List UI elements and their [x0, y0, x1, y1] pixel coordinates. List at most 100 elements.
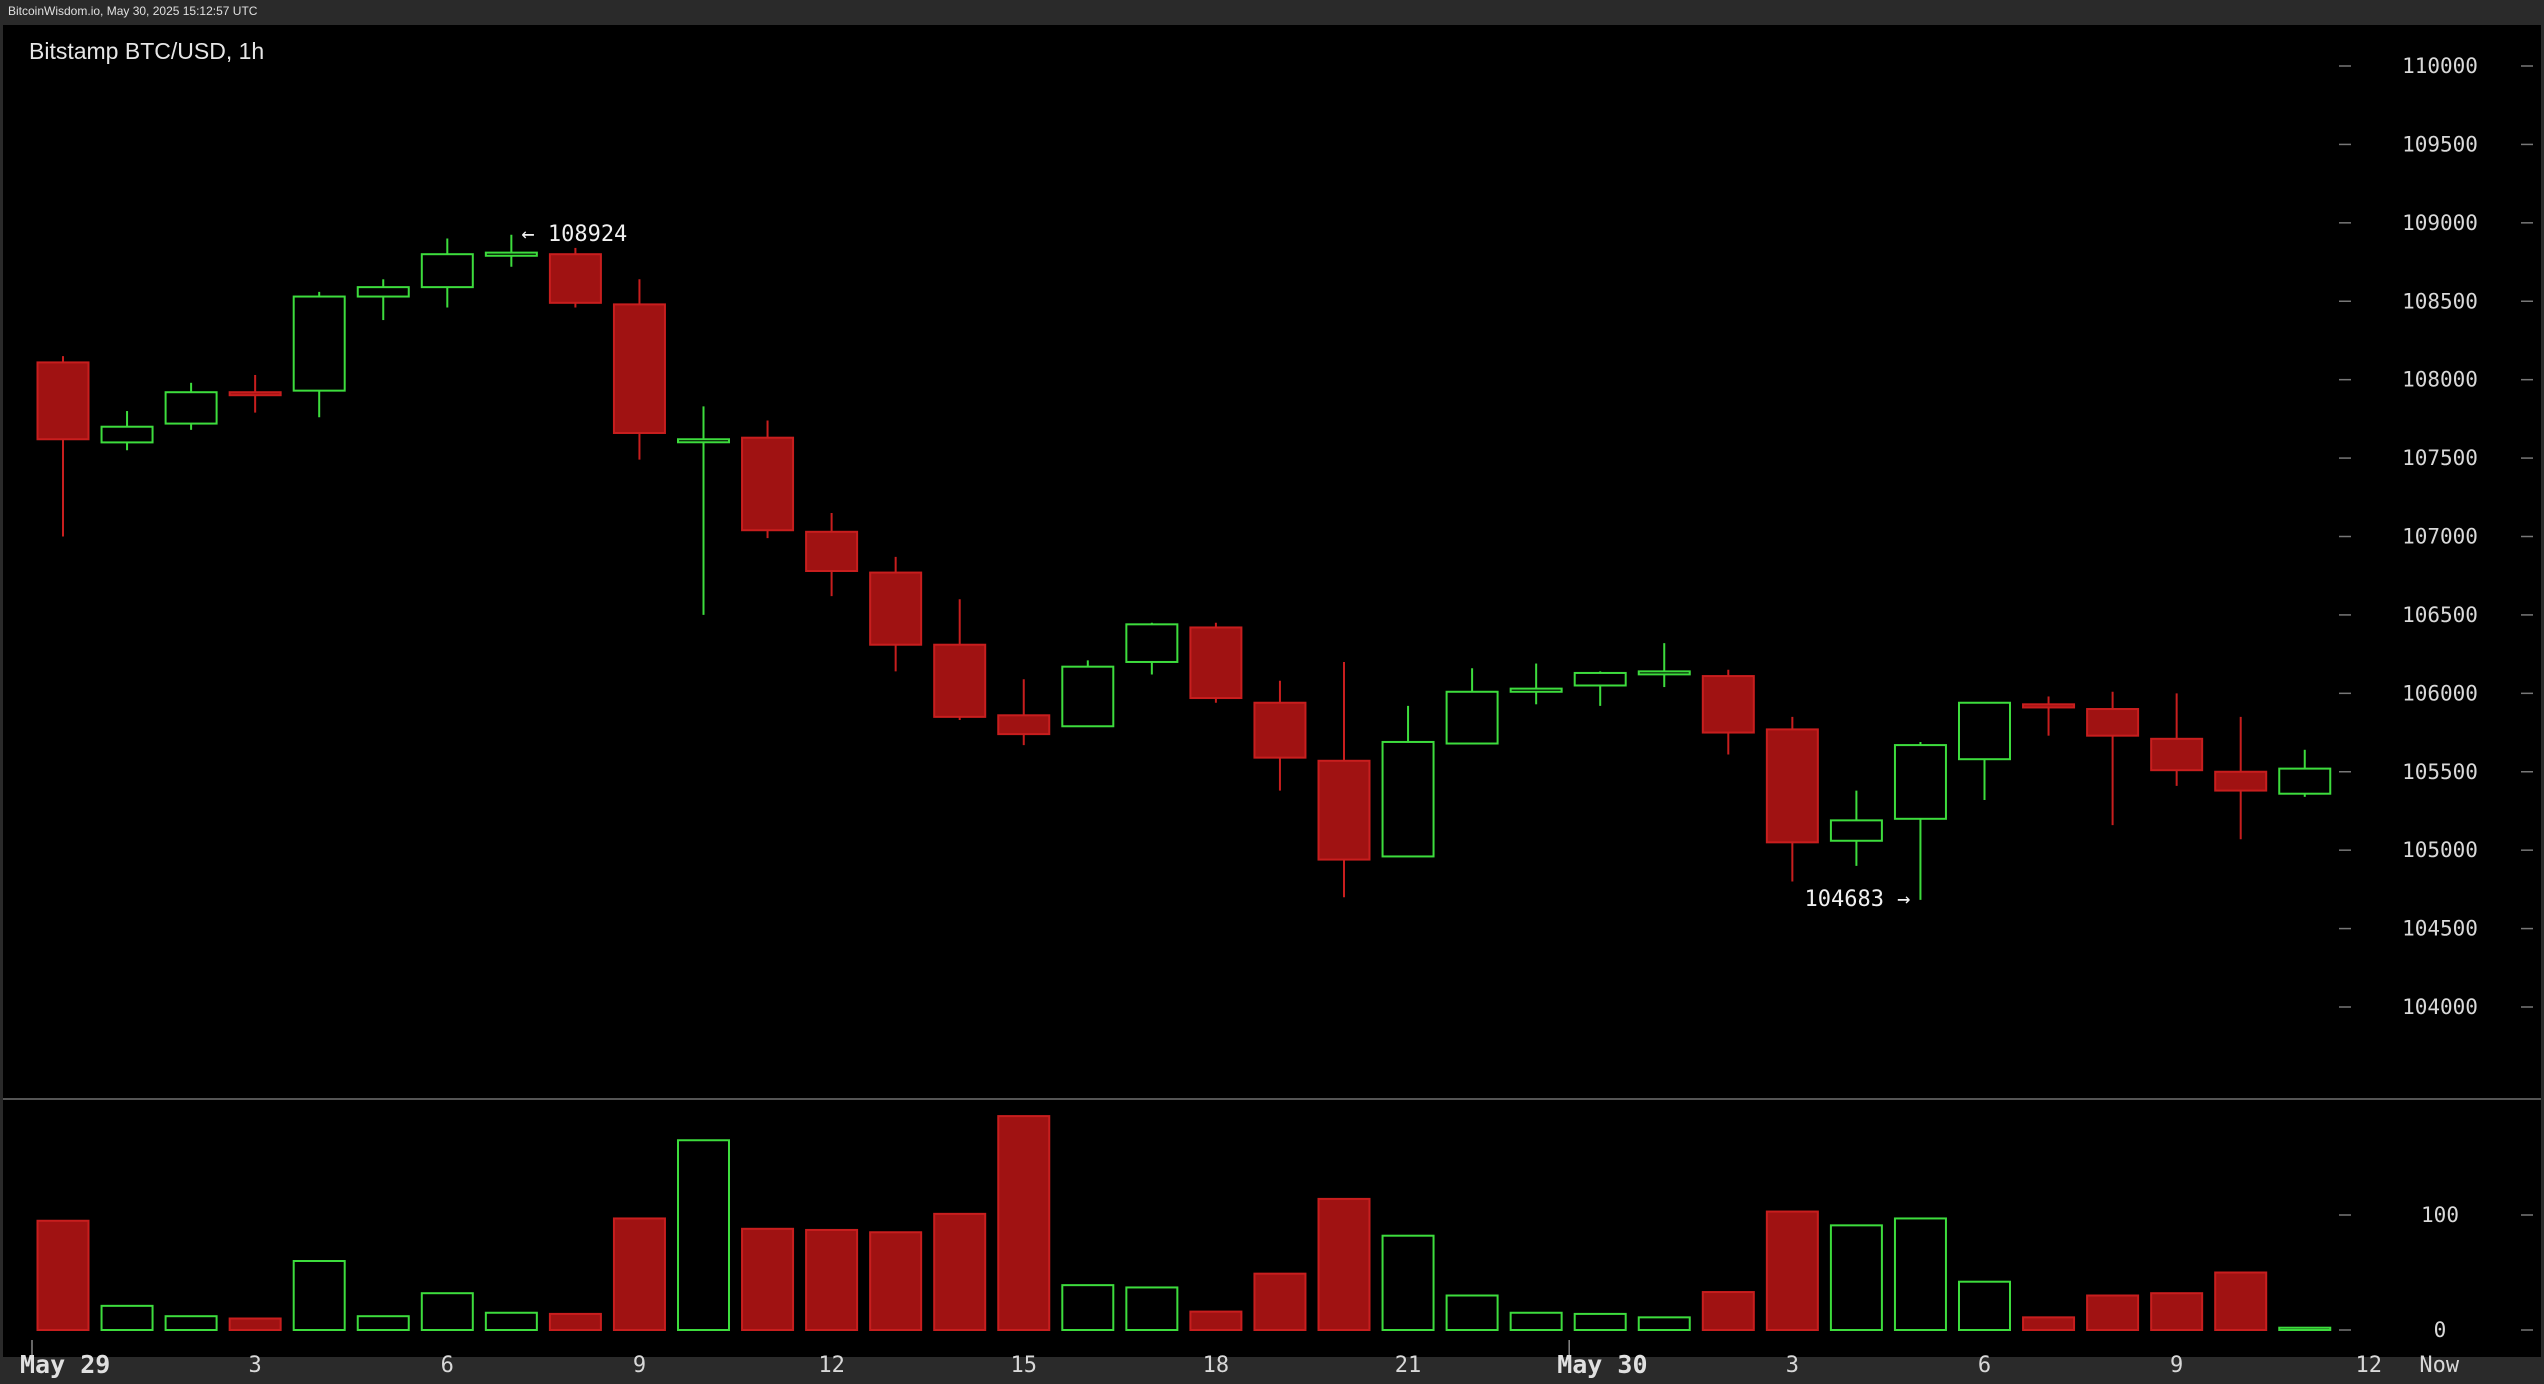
volume-bar: [100, 1304, 154, 1331]
x-tick-label: 6: [1978, 1353, 1991, 1378]
volume-bar: [1445, 1294, 1499, 1331]
volume-bar: [1573, 1312, 1627, 1332]
chart-title: Bitstamp BTC/USD, 1h: [29, 38, 264, 64]
x-tick-label-now: Now: [2419, 1353, 2459, 1378]
x-tick-label: 3: [249, 1353, 262, 1378]
volume-bar: [2214, 1271, 2268, 1331]
candle-body: [484, 251, 538, 257]
y-tick-label: 109000: [2402, 211, 2478, 235]
candle-body: [548, 253, 602, 304]
annotations: ← 108924 104683 →: [521, 222, 1910, 912]
volume-bar: [1765, 1210, 1819, 1332]
candle-body: [1381, 740, 1435, 858]
volume-bar: [2086, 1294, 2140, 1331]
volume-bar: [1189, 1310, 1243, 1331]
x-tick-label: 12: [2356, 1353, 2383, 1378]
y-tick-label: 104500: [2402, 917, 2478, 941]
volume-bar: [2022, 1316, 2076, 1331]
y-tick-label: 107000: [2402, 525, 2478, 549]
candle-body: [805, 530, 859, 573]
x-tick-label: 21: [1395, 1353, 1422, 1378]
volume-bar: [484, 1311, 538, 1331]
volume-bar: [1637, 1316, 1691, 1331]
volume-bar: [2278, 1326, 2332, 1331]
high-price-annotation: ← 108924: [521, 222, 627, 247]
y-tick-label: 107500: [2402, 446, 2478, 470]
candle-body: [997, 714, 1051, 736]
volume-bar: [420, 1292, 474, 1331]
volume-bar: [741, 1227, 795, 1332]
volume-bar: [1829, 1224, 1883, 1331]
candle-body: [2214, 770, 2268, 792]
candle-body: [420, 253, 474, 289]
x-tick-label-date: May 30: [1557, 1350, 1647, 1379]
candle-body: [1958, 701, 2011, 761]
volume-tick-label: 100: [2421, 1203, 2459, 1227]
candle-body: [1125, 623, 1179, 663]
x-tick-label: 9: [2170, 1353, 2183, 1378]
x-axis-labels: May 29 3 6 9 12 15 18 21 May 30 3 6 9 12 Now: [20, 1340, 2460, 1379]
candle-body: [1893, 744, 1947, 820]
y-tick-label: 104000: [2402, 995, 2478, 1019]
candle-body: [164, 391, 218, 425]
x-tick-label: 18: [1203, 1353, 1230, 1378]
x-tick-label: 9: [633, 1353, 646, 1378]
candle-body: [1253, 701, 1307, 759]
candle-body: [869, 571, 923, 646]
volume-bar: [1701, 1291, 1755, 1332]
volume-tick-label: 0: [2434, 1318, 2447, 1342]
candle-body: [36, 361, 90, 441]
x-tick-label-date: May 29: [20, 1350, 110, 1379]
price-panel-bg: [3, 25, 2541, 1357]
candle-body: [1445, 690, 1499, 745]
candle-body: [2086, 708, 2140, 737]
timestamp-caption: BitcoinWisdom.io, May 30, 2025 15:12:57 …: [8, 4, 258, 18]
candle-body: [1637, 670, 1691, 676]
x-tick-label: 15: [1011, 1353, 1038, 1378]
volume-bar: [164, 1315, 218, 1331]
candle-body: [2022, 703, 2076, 709]
candle-body: [1189, 626, 1243, 700]
volume-bar: [2150, 1292, 2204, 1331]
volume-bar: [548, 1312, 602, 1332]
x-tick-label: 12: [818, 1353, 845, 1378]
volume-bar: [1509, 1311, 1563, 1331]
volume-bar: [1253, 1272, 1307, 1332]
y-tick-label: 105000: [2402, 838, 2478, 862]
candle-body: [612, 303, 666, 434]
volume-bar: [997, 1115, 1051, 1331]
y-tick-label: 106500: [2402, 603, 2478, 627]
volume-bar: [228, 1317, 282, 1331]
volume-bar: [869, 1231, 923, 1331]
y-tick-label: 108500: [2402, 289, 2478, 313]
x-tick-label: 6: [441, 1353, 454, 1378]
volume-bar: [356, 1315, 410, 1331]
volume-bars: [36, 1115, 2332, 1332]
volume-bar: [677, 1139, 730, 1331]
y-tick-label: 110000: [2402, 54, 2478, 78]
volume-bar: [1317, 1197, 1371, 1332]
candle-body: [2278, 767, 2332, 795]
volume-bar: [1125, 1286, 1179, 1331]
volume-bar: [1061, 1284, 1115, 1332]
y-axis-ticks: 110000 109500 109000 108500 108000 107500 1070…: [2339, 54, 2533, 1342]
volume-bar: [1958, 1280, 2011, 1331]
candle-body: [1509, 687, 1563, 693]
volume-bar: [1893, 1217, 1947, 1331]
y-tick-label: 109500: [2402, 132, 2478, 156]
candle-body: [1317, 759, 1371, 861]
price-candles: [36, 234, 2332, 900]
candle-body: [1765, 728, 1819, 844]
candle-body: [100, 425, 154, 444]
volume-bar: [933, 1212, 987, 1331]
candle-body: [292, 295, 346, 392]
y-tick-label: 106000: [2402, 681, 2478, 705]
candle-body: [677, 438, 730, 444]
candle-body: [1061, 665, 1115, 728]
volume-bar: [36, 1219, 90, 1331]
volume-bar: [612, 1217, 666, 1331]
candle-body: [228, 391, 282, 397]
y-tick-label: 105500: [2402, 760, 2478, 784]
